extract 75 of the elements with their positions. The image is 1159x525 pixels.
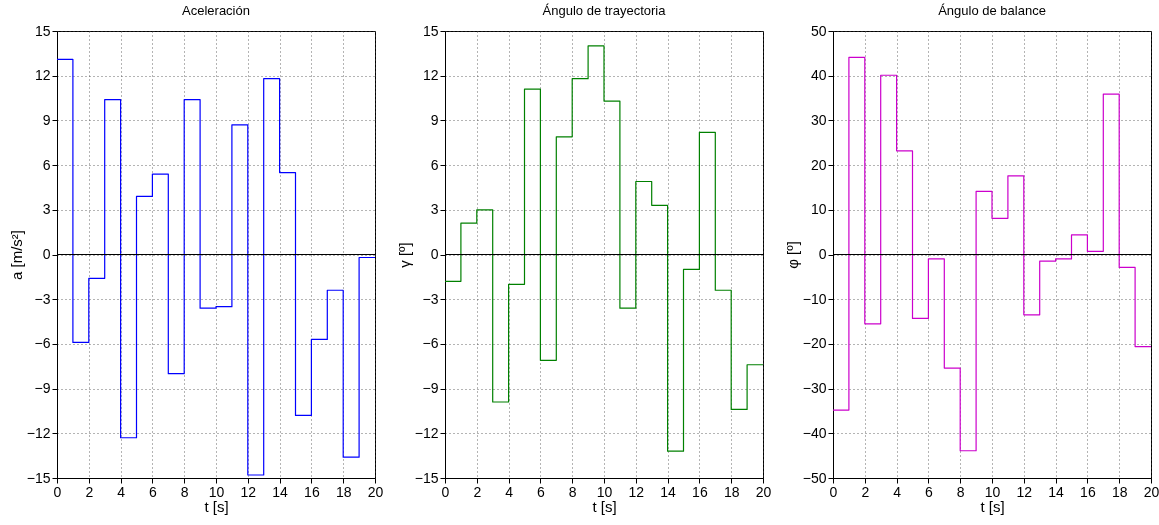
- x-axis-title: t [s]: [592, 497, 617, 515]
- x-axis-title: t [s]: [980, 497, 1005, 515]
- x-tick-label: 14: [272, 483, 289, 500]
- y-tick-label: 3: [42, 201, 51, 218]
- y-tick-label: 9: [430, 111, 439, 128]
- x-tick-label: 2: [861, 483, 870, 500]
- y-tick-label: 0: [430, 246, 439, 262]
- y-tick-label: 15: [422, 22, 439, 39]
- y-tick-label: 15: [34, 22, 51, 39]
- x-tick-label: 12: [240, 483, 257, 500]
- y-tick-label: 9: [42, 111, 51, 128]
- y-tick-label: −12: [414, 424, 439, 441]
- x-tick-label: 6: [537, 483, 545, 500]
- x-tick-label: 14: [1048, 483, 1065, 500]
- x-tick-label: 8: [956, 483, 965, 500]
- x-tick-label: 4: [117, 483, 126, 500]
- x-tick-label: 4: [505, 483, 514, 500]
- y-tick-label: 6: [430, 156, 439, 173]
- x-tick-label: 6: [149, 483, 157, 500]
- y-tick-label: −6: [34, 335, 51, 352]
- x-tick-label: 2: [85, 483, 94, 500]
- y-tick-label: −9: [422, 380, 439, 397]
- x-tick-label: 20: [755, 483, 772, 500]
- y-tick-label: 6: [42, 156, 51, 173]
- x-tick-label: 16: [1080, 483, 1096, 500]
- y-tick-label: 0: [42, 246, 51, 262]
- y-tick-label: −3: [422, 290, 439, 307]
- y-tick-label: −9: [34, 380, 51, 397]
- y-tick-label: 50: [810, 22, 827, 39]
- x-tick-label: 8: [568, 483, 577, 500]
- x-axis-title: t [s]: [204, 497, 229, 515]
- y-tick-label: −6: [422, 335, 439, 352]
- y-tick-label: 0: [818, 246, 827, 262]
- x-tick-label: 20: [367, 483, 384, 500]
- y-tick-label: 40: [810, 67, 827, 84]
- x-tick-label: 0: [53, 483, 62, 500]
- y-tick-label: −15: [26, 469, 51, 486]
- y-tick-label: −20: [802, 335, 827, 352]
- chart-title: Ángulo de trayectoria: [542, 3, 667, 18]
- x-tick-label: 4: [893, 483, 902, 500]
- y-tick-label: −15: [414, 469, 439, 486]
- x-tick-label: 8: [180, 483, 189, 500]
- y-tick-label: −3: [34, 290, 51, 307]
- x-tick-label: 2: [473, 483, 482, 500]
- x-tick-label: 16: [692, 483, 708, 500]
- y-axis-title: a [m/s²]: [7, 229, 25, 281]
- y-axis-title: φ [º]: [783, 241, 801, 269]
- y-tick-label: 30: [810, 111, 827, 128]
- y-tick-label: 10: [810, 201, 827, 218]
- x-tick-label: 14: [660, 483, 677, 500]
- y-tick-label: 20: [810, 156, 827, 173]
- y-tick-label: 3: [430, 201, 439, 218]
- y-tick-label: 12: [34, 67, 51, 84]
- y-tick-label: −10: [802, 290, 827, 307]
- x-tick-label: 12: [628, 483, 645, 500]
- chart-title: Ángulo de balance: [938, 3, 1046, 18]
- y-axis-title: γ [º]: [395, 242, 413, 268]
- y-tick-label: −40: [802, 424, 827, 441]
- y-tick-label: −50: [802, 469, 827, 486]
- chart-title: Aceleración: [182, 3, 250, 18]
- x-tick-label: 18: [335, 483, 352, 500]
- x-tick-label: 10: [984, 483, 1001, 500]
- x-tick-label: 10: [208, 483, 225, 500]
- x-tick-label: 18: [723, 483, 740, 500]
- x-tick-label: 20: [1143, 483, 1159, 500]
- x-tick-label: 0: [441, 483, 450, 500]
- x-tick-label: 0: [829, 483, 838, 500]
- x-tick-label: 16: [304, 483, 320, 500]
- y-tick-label: −12: [26, 424, 51, 441]
- x-tick-label: 18: [1111, 483, 1128, 500]
- y-tick-label: −30: [802, 380, 827, 397]
- x-tick-label: 12: [1016, 483, 1033, 500]
- x-tick-label: 10: [596, 483, 613, 500]
- x-tick-label: 6: [925, 483, 933, 500]
- y-tick-label: 12: [422, 67, 439, 84]
